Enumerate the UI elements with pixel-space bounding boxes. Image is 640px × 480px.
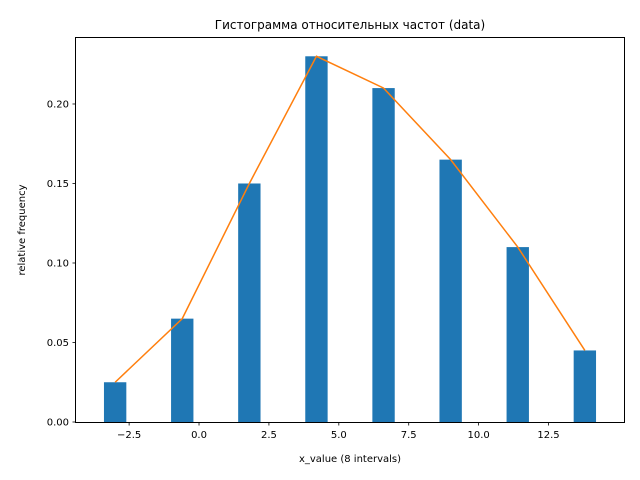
chart-title: Гистограмма относительных частот (data) [215, 18, 485, 32]
y-tick-label: 0.05 [47, 338, 69, 349]
y-axis-ticks: 0.00 0.05 0.10 0.15 0.20 [47, 99, 76, 429]
histogram-bar [171, 318, 194, 422]
bar-series [103, 56, 597, 423]
histogram-bar [506, 247, 529, 422]
x-tick-label: −2.5 [117, 430, 141, 441]
x-tick-label: 7.5 [401, 430, 417, 441]
histogram-bar [238, 183, 261, 422]
x-tick-label: 0.0 [191, 430, 207, 441]
x-tick-label: 10.0 [467, 430, 489, 441]
line-series [114, 55, 586, 383]
y-tick-label: 0.10 [47, 258, 69, 269]
y-tick-label: 0.15 [47, 179, 69, 190]
y-tick-label: 0.20 [47, 99, 69, 110]
histogram-bar [305, 56, 328, 423]
plot-frame [75, 37, 625, 423]
histogram-bar [372, 88, 395, 422]
y-tick-label: 0.00 [47, 418, 69, 429]
y-axis-label: relative frequency [17, 184, 28, 275]
histogram-bar [439, 159, 462, 422]
x-tick-label: 2.5 [261, 430, 277, 441]
histogram-bar [573, 350, 597, 422]
histogram-bar [103, 382, 127, 422]
x-axis-ticks: −2.5 0.0 2.5 5.0 7.5 10.0 12.5 [117, 422, 560, 441]
x-tick-label: 12.5 [537, 430, 559, 441]
frequency-polygon-line [114, 55, 586, 383]
x-axis-label: x_value (8 intervals) [299, 454, 401, 465]
x-tick-label: 5.0 [331, 430, 347, 441]
